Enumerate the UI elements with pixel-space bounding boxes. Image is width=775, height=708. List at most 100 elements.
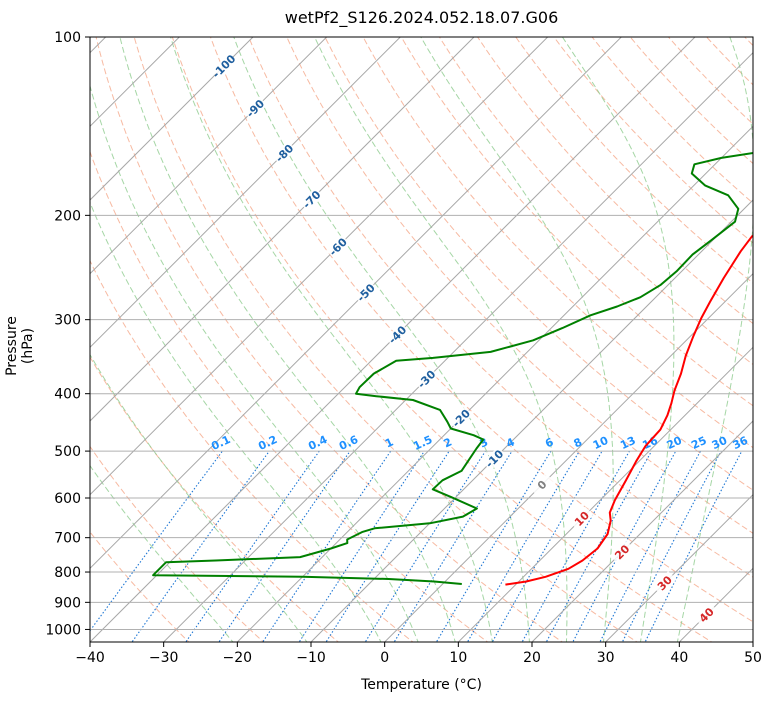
y-tick-label: 700 <box>54 531 81 547</box>
isotherm-label-background <box>482 446 507 471</box>
isotherm-label: -100 <box>210 52 239 81</box>
isotherm <box>752 641 753 642</box>
isotherm <box>531 420 753 642</box>
x-tick-label: 10 <box>449 650 467 666</box>
mixing-ratio-label: 13 <box>618 434 637 452</box>
moist-adiabat <box>314 37 568 642</box>
axes: −40 −30 −20 −10 0 10 20 30 40 5010020030040050060… <box>45 30 762 666</box>
y-tick-label: 800 <box>54 565 81 581</box>
mixing-ratio-line <box>621 450 722 642</box>
y-tick-label: 200 <box>54 208 81 224</box>
isotherm-label-background <box>414 367 439 392</box>
dry-adiabat <box>667 37 753 125</box>
y-tick-label: 400 <box>54 387 81 403</box>
mixing-ratio-label: 20 <box>665 434 685 452</box>
dry-adiabat <box>133 37 638 642</box>
dry-adiabat <box>629 37 753 165</box>
chart-title: wetPf2_S126.2024.052.18.07.G06 <box>284 8 559 27</box>
mixing-ratio-label: 0.2 <box>256 433 279 453</box>
temperature-profile-line <box>505 234 753 586</box>
mixing-ratio-line <box>572 450 677 642</box>
x-tick-label: 50 <box>744 650 762 666</box>
y-tick-label: 100 <box>54 30 81 46</box>
x-tick-label: 30 <box>597 650 615 666</box>
isotherm <box>0 10 59 645</box>
mixing-ratio-line <box>393 450 513 642</box>
moist-adiabat <box>119 37 456 642</box>
dry-adiabat <box>171 37 713 642</box>
isotherm <box>236 125 753 642</box>
dry-adiabat <box>438 37 753 366</box>
moist-adiabat <box>676 37 753 642</box>
isotherm <box>383 272 753 642</box>
isotherm-label-background <box>243 96 268 121</box>
mixing-ratio-label: 0.1 <box>209 433 232 453</box>
dry-adiabat <box>286 37 753 534</box>
isotherm-label: -80 <box>273 142 296 165</box>
mixing-ratio-label: 10 <box>591 434 611 452</box>
dry-adiabat <box>756 10 775 645</box>
isotherm-label: -70 <box>300 188 323 211</box>
isotherm <box>90 37 254 201</box>
mixing-ratio-label: 0.4 <box>306 433 329 453</box>
moist-adiabat <box>90 464 234 642</box>
y-tick-label: 1000 <box>45 622 81 638</box>
x-tick-label: 0 <box>380 650 389 666</box>
isotherm <box>90 37 549 496</box>
dry-adiabat <box>362 37 753 449</box>
plot-frame <box>89 36 754 643</box>
x-tick-label: 40 <box>670 650 688 666</box>
dry-adiabat <box>476 37 753 325</box>
dry-adiabat <box>591 37 753 204</box>
dry-adiabat <box>95 37 564 642</box>
x-tick-label: −10 <box>296 650 326 666</box>
isotherm <box>90 37 328 275</box>
x-tick-label: −30 <box>149 650 179 666</box>
isotherm-label-background <box>449 406 474 431</box>
dry-adiabat <box>90 259 414 642</box>
dry-adiabat <box>90 150 489 642</box>
dry-adiabat <box>553 37 753 244</box>
isotherm-label-background <box>609 539 635 565</box>
mixing-ratio-line <box>644 450 743 642</box>
dewpoint-profile-line <box>152 152 753 585</box>
y-tick-label: 300 <box>54 313 81 329</box>
isotherm <box>162 51 753 642</box>
mixing-ratio-label: 36 <box>731 434 751 452</box>
dry-adiabat <box>90 445 265 642</box>
dry-adiabat <box>515 37 753 284</box>
mixing-ratio-line <box>435 450 552 642</box>
x-tick-label: 20 <box>523 650 541 666</box>
isotherm <box>90 37 402 349</box>
mixing-ratio-line <box>218 450 351 642</box>
mixing-ratio-line <box>491 450 603 642</box>
isotherm-label-background <box>211 54 236 79</box>
isotherm-label-background <box>299 187 324 212</box>
y-tick-label: 600 <box>54 491 81 507</box>
isotherm <box>604 493 753 642</box>
isotherm-label-background <box>353 280 378 305</box>
mixing-ratio-line <box>90 450 223 632</box>
mixing-ratio-line <box>185 450 320 642</box>
mixing-ratio-line <box>131 450 270 642</box>
mixing-ratio-label: 30 <box>710 434 730 452</box>
isotherm-label-background <box>529 472 554 497</box>
isotherm <box>90 37 623 570</box>
isotherm-label-background <box>325 234 350 259</box>
moist-adiabat <box>170 37 493 642</box>
profiles <box>152 152 753 586</box>
isotherm-label-background <box>385 322 410 347</box>
isotherm-label-background <box>694 602 719 627</box>
dry-adiabat-reference <box>0 10 45 645</box>
isotherm <box>457 346 753 642</box>
mixing-ratio-line <box>466 450 580 642</box>
x-axis-label: Temperature (°C) <box>361 677 482 693</box>
dry-adiabat <box>90 356 340 642</box>
isotherm-label: -50 <box>355 281 378 304</box>
mixing-ratio-label: 0.6 <box>337 433 360 453</box>
isotherm <box>90 37 475 422</box>
dry-adiabat <box>209 37 753 623</box>
isotherm <box>310 199 753 642</box>
isotherm <box>90 37 181 128</box>
